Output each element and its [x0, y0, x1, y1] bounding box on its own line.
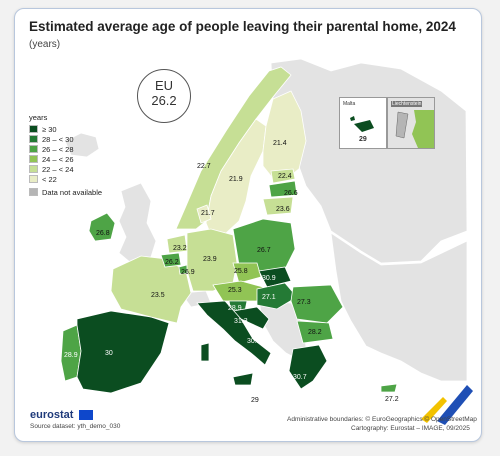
country-france: [110, 255, 192, 324]
label-malta-main: 29: [251, 397, 259, 404]
legend-swatch: [29, 125, 38, 133]
legend-label: Data not available: [42, 187, 103, 197]
europe-map: 22.7 21.9 21.4 22.4 26.6 23.6 21.7 26.8 …: [60, 58, 473, 425]
eu-badge-value: 26.2: [151, 93, 177, 108]
label-latvia: 26.6: [284, 190, 298, 197]
country-belgium: [160, 252, 182, 268]
legend-item: 24 – < 26: [29, 154, 102, 164]
country-denmark: [196, 204, 212, 224]
country-cyprus: [380, 383, 398, 393]
country-sicily: [232, 372, 254, 386]
malta-inset: Malta 29: [339, 97, 387, 149]
label-netherlands: 23.2: [173, 245, 187, 252]
legend-item: 28 – < 30: [29, 134, 102, 144]
non-eu-east: [330, 232, 468, 382]
label-france: 23.5: [151, 292, 165, 299]
country-spain: [76, 310, 170, 394]
country-lithuania: [262, 196, 294, 216]
liechtenstein-inset-name: Liechtenstein: [391, 101, 423, 107]
label-poland: 26.7: [257, 247, 271, 254]
legend-swatch: [29, 155, 38, 163]
malta-shape: [350, 116, 374, 132]
map-card: Estimated average age of people leaving …: [14, 8, 482, 442]
label-portugal: 28.9: [64, 352, 78, 359]
liechtenstein-inset: Liechtenstein: [387, 97, 435, 149]
label-germany: 23.9: [203, 256, 217, 263]
eu-countries: [60, 66, 398, 394]
legend-item: < 22: [29, 174, 102, 184]
map-subtitle: (years): [29, 39, 61, 50]
non-eu-uk: [118, 182, 157, 264]
country-finland: [262, 90, 307, 180]
legend-swatch: [29, 175, 38, 183]
legend-swatch: [29, 135, 38, 143]
country-estonia: [270, 168, 296, 184]
country-slovakia: [258, 266, 292, 288]
country-italy: [196, 300, 272, 366]
country-ireland: [88, 212, 116, 242]
value-labels: 22.7 21.9 21.4 22.4 26.6 23.6 21.7 26.8 …: [64, 140, 399, 404]
label-czechia: 25.8: [234, 268, 248, 275]
label-italy: 30.1: [247, 338, 261, 345]
legend-swatch: [29, 165, 38, 173]
legend-item: 26 – < 28: [29, 144, 102, 154]
label-denmark: 21.7: [201, 210, 215, 217]
eu-flag-icon: [79, 410, 93, 420]
malta-inset-value: 29: [359, 136, 367, 143]
legend-title: years: [29, 113, 48, 122]
eurostat-corner-graphic: [421, 385, 473, 425]
legend-item: ≥ 30: [29, 124, 102, 134]
liechtenstein-shape: [395, 110, 434, 148]
label-estonia: 22.4: [278, 173, 292, 180]
legend-label: 24 – < 26: [42, 154, 74, 164]
label-slovenia: 28.9: [228, 305, 242, 312]
label-cyprus: 27.2: [385, 396, 399, 403]
map-title: Estimated average age of people leaving …: [29, 19, 456, 34]
legend-item: 22 – < 24: [29, 164, 102, 174]
country-czechia: [232, 262, 262, 284]
legend-swatch: [29, 145, 38, 153]
malta-inset-name: Malta: [343, 101, 356, 107]
country-greece: [288, 344, 328, 390]
boundaries-credit: Administrative boundaries: © EuroGeograp…: [287, 416, 477, 423]
legend-label: 26 – < 28: [42, 144, 74, 154]
legend-label: ≥ 30: [42, 124, 57, 134]
country-iceland: [64, 132, 100, 158]
label-greece: 30.7: [293, 374, 307, 381]
label-ireland: 26.8: [96, 230, 110, 237]
country-latvia: [268, 180, 298, 198]
label-spain: 30: [105, 350, 113, 357]
label-bulgaria: 28.2: [308, 329, 322, 336]
country-sardinia: [200, 342, 210, 362]
label-slovakia: 30.9: [262, 275, 276, 282]
label-romania: 27.3: [297, 299, 311, 306]
label-hungary: 27.1: [262, 294, 276, 301]
country-bulgaria: [296, 320, 334, 344]
label-finland: 21.4: [273, 140, 287, 147]
eu-average-badge: EU 26.2: [137, 69, 191, 123]
map-legend: years ≥ 30 28 – < 30 26 – < 28 24 – < 26…: [29, 113, 102, 197]
legend-label: 22 – < 24: [42, 164, 74, 174]
country-hungary: [256, 282, 298, 310]
cartography-credit: Cartography: Eurostat – IMAGE, 09/2025: [351, 425, 470, 432]
legend-label: < 22: [42, 174, 57, 184]
label-croatia: 31.3: [234, 318, 248, 325]
eu-badge-label: EU: [154, 78, 174, 93]
legend-item-not-available: Data not available: [29, 187, 102, 197]
legend-label: 28 – < 30: [42, 134, 74, 144]
source-dataset: Source dataset: yth_demo_030: [30, 423, 121, 430]
eurostat-logo-text: eurostat: [30, 409, 74, 421]
label-luxembourg: 26.9: [181, 269, 195, 276]
label-sweden: 21.9: [229, 176, 243, 183]
label-lithuania: 23.6: [276, 206, 290, 213]
legend-swatch: [29, 188, 38, 196]
label-belgium: 26.2: [165, 259, 179, 266]
label-norway: 22.7: [197, 163, 211, 170]
label-austria: 25.3: [228, 287, 242, 294]
